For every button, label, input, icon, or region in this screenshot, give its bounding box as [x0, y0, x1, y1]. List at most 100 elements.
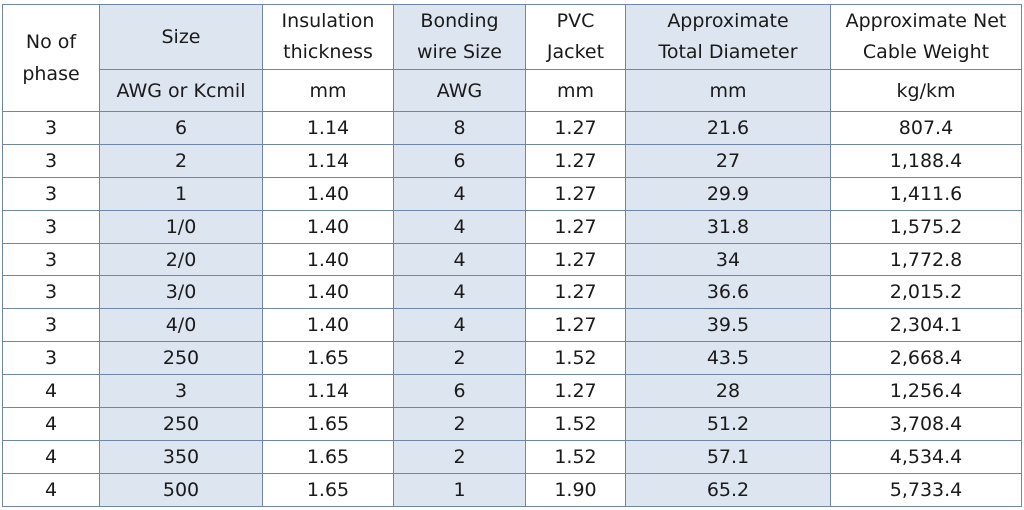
header-row-units: AWG or Kcmil mm AWG mm mm kg/km — [3, 69, 1022, 112]
table-row: 3 250 1.65 2 1.52 43.5 2,668.4 — [2, 341, 1022, 376]
unit-size: AWG or Kcmil — [99, 69, 263, 112]
cell-insulation: 1.65 — [262, 407, 394, 441]
header-bonding: Bonding wire Size — [393, 4, 526, 70]
table-row: 3 1 1.40 4 1.27 29.9 1,411.6 — [2, 176, 1022, 211]
table-row: 3 4/0 1.40 4 1.27 39.5 2,304.1 — [2, 308, 1022, 343]
cell-bonding: 4 — [393, 275, 526, 310]
table-row: 4 3 1.14 6 1.27 28 1,256.4 — [2, 374, 1022, 409]
unit-diameter: mm — [625, 69, 831, 112]
unit-bonding: AWG — [393, 69, 526, 112]
cell-diameter: 65.2 — [625, 472, 831, 507]
cell-jacket: 1.27 — [525, 176, 626, 211]
table-row: 4 350 1.65 2 1.52 57.1 4,534.4 — [2, 439, 1022, 474]
cell-weight: 1,411.6 — [830, 176, 1022, 211]
cell-phase: 4 — [2, 439, 100, 474]
cell-weight: 5,733.4 — [830, 472, 1022, 507]
cell-bonding: 6 — [393, 143, 526, 178]
cell-weight: 1,256.4 — [830, 374, 1022, 409]
header-diameter: Approximate Total Diameter — [625, 4, 831, 70]
cell-jacket: 1.52 — [525, 407, 626, 441]
cell-bonding: 4 — [393, 176, 526, 211]
cell-bonding: 8 — [393, 111, 526, 145]
header-weight: Approximate Net Cable Weight — [830, 4, 1022, 70]
cell-diameter: 29.9 — [625, 176, 831, 211]
cell-jacket: 1.27 — [525, 308, 626, 343]
cell-diameter: 34 — [625, 242, 831, 277]
header-row-titles: No of phase Size Insulation thickness Bo… — [2, 4, 1022, 112]
cell-jacket: 1.27 — [525, 275, 626, 310]
cell-diameter: 36.6 — [625, 275, 831, 310]
cell-insulation: 1.65 — [262, 472, 394, 507]
cell-size: 6 — [99, 111, 263, 145]
cell-size: 3/0 — [99, 275, 263, 310]
cell-size: 1 — [99, 176, 263, 211]
cell-diameter: 31.8 — [625, 209, 831, 244]
cell-jacket: 1.27 — [525, 374, 626, 409]
cell-insulation: 1.14 — [262, 143, 394, 178]
cable-spec-table: No of phase Size Insulation thickness Bo… — [2, 4, 1022, 507]
table-row: 3 1/0 1.40 4 1.27 31.8 1,575.2 — [2, 209, 1022, 244]
table-row: 3 6 1.14 8 1.27 21.6 807.4 — [2, 111, 1022, 145]
table-row: 3 2 1.14 6 1.27 27 1,188.4 — [2, 143, 1022, 178]
cell-phase: 3 — [2, 341, 100, 376]
cell-phase: 3 — [2, 209, 100, 244]
cell-jacket: 1.27 — [525, 111, 626, 145]
cell-bonding: 2 — [393, 439, 526, 474]
cell-bonding: 2 — [393, 341, 526, 376]
cell-phase: 3 — [2, 242, 100, 277]
cell-insulation: 1.65 — [262, 439, 394, 474]
cell-size: 3 — [99, 374, 263, 409]
header-bonding-line2: wire Size — [417, 41, 502, 63]
cell-size: 500 — [99, 472, 263, 507]
cell-size: 2/0 — [99, 242, 263, 277]
header-diameter-line1: Approximate — [667, 10, 789, 32]
cell-diameter: 21.6 — [625, 111, 831, 145]
cell-jacket: 1.90 — [525, 472, 626, 507]
cell-weight: 807.4 — [830, 111, 1022, 145]
cell-phase: 3 — [2, 308, 100, 343]
cell-weight: 2,015.2 — [830, 275, 1022, 310]
header-insulation-line2: thickness — [283, 41, 373, 63]
cell-insulation: 1.65 — [262, 341, 394, 376]
cell-diameter: 28 — [625, 374, 831, 409]
table-body: 3 6 1.14 8 1.27 21.6 807.4 3 2 1.14 6 1.27 27 1,188.4… — [2, 111, 1022, 507]
cell-diameter: 43.5 — [625, 341, 831, 376]
header-jacket-line1: PVC — [556, 10, 595, 32]
cable-spec-table-container: No of phase Size Insulation thickness Bo… — [2, 4, 1022, 507]
cell-phase: 4 — [2, 472, 100, 507]
cell-size: 250 — [99, 407, 263, 441]
unit-weight: kg/km — [830, 69, 1022, 112]
header-insulation-line1: Insulation — [281, 10, 375, 32]
cell-insulation: 1.40 — [262, 209, 394, 244]
cell-jacket: 1.27 — [525, 143, 626, 178]
cell-insulation: 1.14 — [262, 374, 394, 409]
cell-jacket: 1.27 — [525, 242, 626, 277]
cell-bonding: 4 — [393, 209, 526, 244]
cell-phase: 3 — [2, 111, 100, 145]
header-insulation: Insulation thickness — [262, 4, 394, 70]
unit-jacket: mm — [525, 69, 626, 112]
table-row: 3 2/0 1.40 4 1.27 34 1,772.8 — [2, 242, 1022, 277]
cell-bonding: 4 — [393, 242, 526, 277]
cell-phase: 4 — [2, 407, 100, 441]
cell-diameter: 51.2 — [625, 407, 831, 441]
cell-jacket: 1.27 — [525, 209, 626, 244]
header-size: Size — [99, 4, 263, 70]
header-weight-line2: Cable Weight — [862, 41, 990, 63]
table-header: No of phase Size Insulation thickness Bo… — [2, 4, 1022, 112]
header-weight-line1: Approximate Net — [845, 10, 1007, 32]
cell-size: 350 — [99, 439, 263, 474]
header-phase: No of phase — [2, 4, 100, 112]
cell-diameter: 27 — [625, 143, 831, 178]
cell-size: 1/0 — [99, 209, 263, 244]
cell-bonding: 1 — [393, 472, 526, 507]
header-bonding-line1: Bonding — [420, 10, 499, 32]
cell-weight: 2,668.4 — [830, 341, 1022, 376]
cell-jacket: 1.52 — [525, 439, 626, 474]
cell-insulation: 1.40 — [262, 242, 394, 277]
table-row: 3 3/0 1.40 4 1.27 36.6 2,015.2 — [2, 275, 1022, 310]
cell-weight: 3,708.4 — [830, 407, 1022, 441]
cell-jacket: 1.52 — [525, 341, 626, 376]
cell-bonding: 6 — [393, 374, 526, 409]
cell-weight: 2,304.1 — [830, 308, 1022, 343]
